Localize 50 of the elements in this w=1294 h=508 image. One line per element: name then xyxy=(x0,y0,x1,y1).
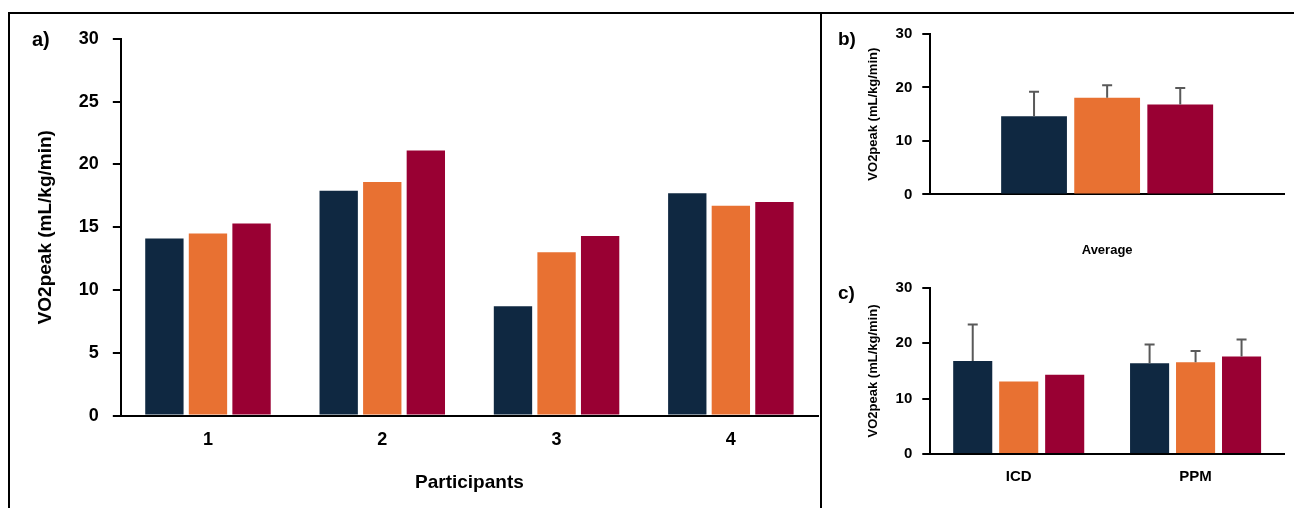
y-tick-label: 30 xyxy=(78,27,99,48)
x-tick-label: 3 xyxy=(551,429,562,450)
x-tick-label: ICD xyxy=(1005,467,1032,485)
bar xyxy=(668,193,707,415)
x-tick-label: 4 xyxy=(725,429,736,450)
bar xyxy=(999,381,1039,453)
y-tick-label: 0 xyxy=(88,404,99,425)
bar xyxy=(1130,363,1170,453)
x-tick-label: PPM xyxy=(1179,467,1212,485)
y-tick-label: 10 xyxy=(895,131,913,149)
text: b) xyxy=(838,27,856,49)
y-axis-title: VO2peak (mL/kg/min) xyxy=(865,47,881,181)
y-tick-label: 0 xyxy=(903,184,913,202)
y-tick-label: 25 xyxy=(78,90,99,111)
y-axis-title: VO2peak (mL/kg/min) xyxy=(865,304,881,438)
y-tick-label: 30 xyxy=(895,24,913,42)
bar xyxy=(493,306,533,415)
bar xyxy=(953,361,993,453)
y-tick-label: 5 xyxy=(88,341,99,362)
y-tick-label: 0 xyxy=(903,444,913,462)
bar xyxy=(1147,104,1214,194)
bar xyxy=(537,252,576,415)
bar xyxy=(755,202,794,415)
bar xyxy=(1176,362,1216,453)
x-axis-title: Average xyxy=(1081,241,1133,257)
y-tick-label: 30 xyxy=(895,278,913,296)
text: a) xyxy=(32,27,50,50)
x-tick-label: 1 xyxy=(202,429,213,450)
x-tick-label: 2 xyxy=(377,429,388,450)
y-tick-label: 20 xyxy=(78,153,99,174)
y-tick-label: 20 xyxy=(895,333,913,351)
bar xyxy=(580,235,620,415)
bar xyxy=(406,150,446,415)
y-tick-label: 10 xyxy=(78,278,99,299)
y-axis-title: VO2peak (mL/kg/min) xyxy=(33,130,55,325)
bar xyxy=(1045,374,1085,453)
bar xyxy=(188,233,228,415)
text: c) xyxy=(838,281,855,303)
bar xyxy=(1074,97,1141,194)
bar xyxy=(363,181,402,415)
y-tick-label: 20 xyxy=(895,77,913,95)
y-tick-label: 15 xyxy=(78,216,99,237)
bar xyxy=(711,205,751,415)
bar xyxy=(1222,356,1262,453)
bar xyxy=(145,238,184,415)
x-axis-title: Participants xyxy=(415,470,524,492)
bar xyxy=(319,190,358,415)
bar xyxy=(232,223,271,415)
bar xyxy=(1001,116,1067,194)
y-tick-label: 10 xyxy=(895,388,913,406)
